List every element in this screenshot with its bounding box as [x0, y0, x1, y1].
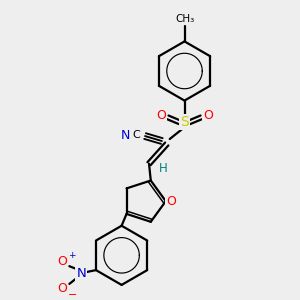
Text: H: H	[158, 162, 167, 175]
Text: O: O	[58, 282, 68, 296]
Text: N: N	[76, 267, 86, 280]
Text: O: O	[166, 195, 175, 208]
Text: −: −	[68, 290, 77, 300]
Text: O: O	[203, 109, 213, 122]
Text: +: +	[69, 251, 76, 260]
Text: CH₃: CH₃	[175, 14, 194, 24]
Text: S: S	[180, 115, 189, 129]
Text: N: N	[121, 129, 130, 142]
Text: C: C	[132, 130, 140, 140]
Text: O: O	[156, 109, 166, 122]
Text: O: O	[58, 255, 68, 268]
